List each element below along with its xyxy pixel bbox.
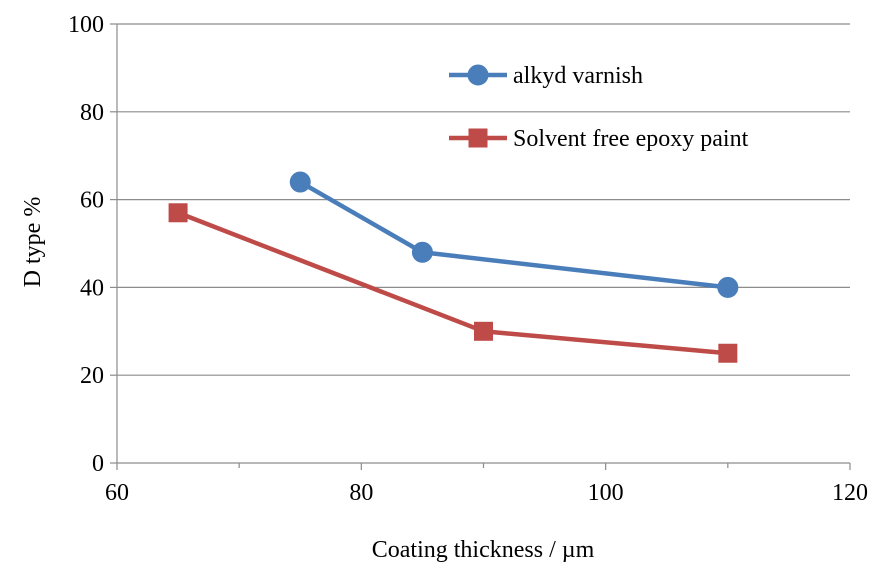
legend-swatch-marker-1: [467, 64, 489, 86]
legend: alkyd varnish Solvent free epoxy paint: [449, 63, 749, 152]
axes: [110, 23, 851, 470]
y-tick-label-20: 20: [80, 363, 104, 389]
x-tick-label-80: 80: [349, 480, 373, 506]
series-2-point-1: [168, 203, 188, 223]
series-1-point-1: [289, 171, 311, 193]
y-axis-title: D type %: [20, 197, 46, 288]
y-tick-label-0: 0: [92, 451, 104, 477]
legend-label-2: Solvent free epoxy paint: [513, 126, 749, 152]
series-2-point-3: [718, 343, 738, 363]
x-axis-title: Coating thickness / µm: [372, 537, 595, 563]
legend-swatch-marker-2: [468, 128, 488, 148]
series-2-line: [177, 210, 729, 356]
tick-labels: 0 20 40 60 80 100 60 80 100 120: [68, 12, 868, 506]
y-tick-label-100: 100: [68, 12, 104, 38]
series-2-point-2: [474, 321, 493, 341]
x-tick-label-100: 100: [588, 480, 624, 506]
series: [168, 171, 739, 363]
legend-label-1: alkyd varnish: [513, 63, 643, 89]
series-1-point-2: [411, 241, 433, 263]
series-1-point-3: [717, 276, 739, 298]
y-tick-label-40: 40: [80, 275, 104, 301]
x-tick-label-60: 60: [105, 480, 129, 506]
y-tick-label-80: 80: [80, 100, 104, 126]
series-1-line: [299, 180, 729, 290]
x-tick-label-120: 120: [832, 480, 868, 506]
y-tick-label-60: 60: [80, 188, 104, 214]
